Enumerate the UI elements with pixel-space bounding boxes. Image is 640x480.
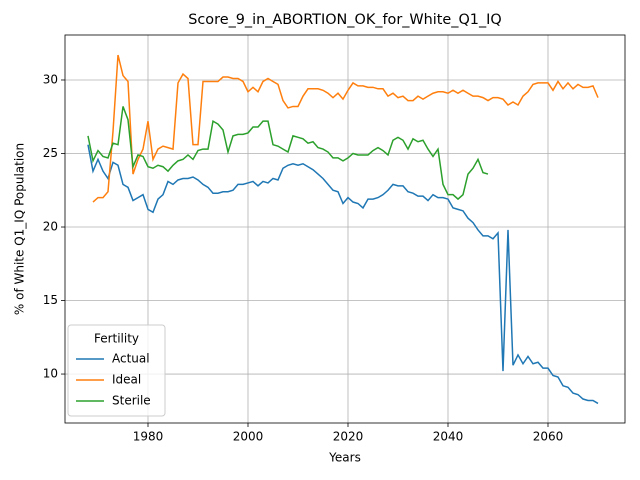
y-axis-label: % of White Q1_IQ Population: [13, 143, 27, 315]
line-series: [87, 106, 489, 201]
chart-title: Score_9_in_ABORTION_OK_for_White_Q1_IQ: [188, 12, 501, 28]
x-tick-label: 2020: [333, 430, 364, 444]
x-tick-label: 2060: [533, 430, 564, 444]
legend-label: Ideal: [112, 373, 141, 387]
legend-label: Actual: [112, 352, 150, 366]
line-series: [87, 144, 599, 405]
x-tick-label: 1980: [133, 430, 164, 444]
x-axis-label: Years: [328, 451, 361, 465]
x-tick-label: 2040: [433, 430, 464, 444]
y-tick-label: 10: [43, 367, 58, 381]
legend-label: Sterile: [112, 394, 151, 408]
plot-frame: [64, 34, 626, 424]
legend-title: Fertility: [94, 332, 139, 346]
y-tick-label: 15: [43, 293, 58, 307]
y-tick-label: 20: [43, 220, 58, 234]
legend-box: [67, 324, 166, 417]
x-tick-label: 2000: [233, 430, 264, 444]
y-tick-label: 30: [43, 72, 58, 86]
y-tick-label: 25: [43, 146, 58, 160]
line-series: [92, 54, 599, 203]
